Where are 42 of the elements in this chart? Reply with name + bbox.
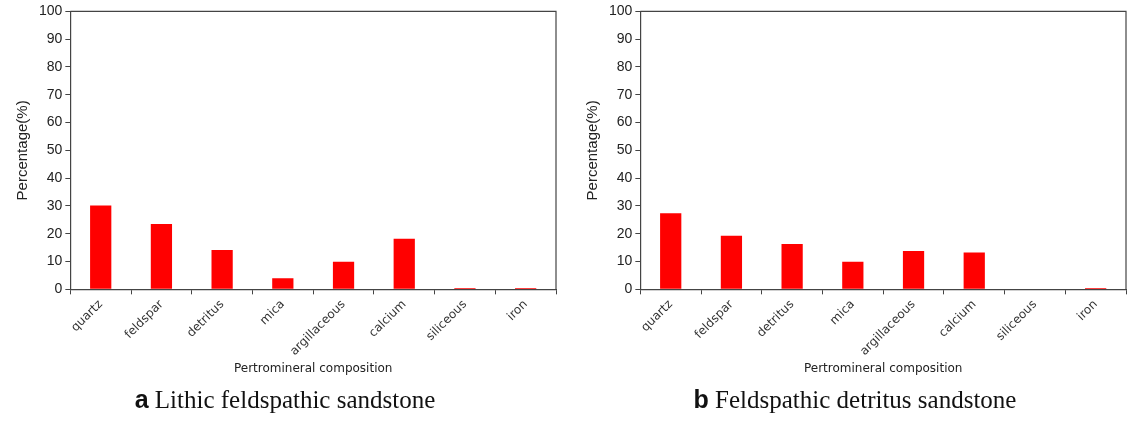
y-tick-label: 60	[616, 113, 633, 130]
y-tick-label: 100	[609, 2, 633, 19]
y-tick-label: 50	[46, 141, 63, 158]
bar	[842, 261, 864, 289]
bar	[902, 250, 925, 289]
y-tick-label: 40	[46, 169, 63, 186]
y-tick-label: 80	[46, 57, 63, 74]
x-axis-title: Pertromineral composition	[233, 360, 393, 375]
bar	[150, 224, 173, 289]
y-axis-title: Percentage(%)	[13, 100, 31, 201]
y-tick-label: 90	[46, 30, 63, 47]
bar	[393, 238, 415, 289]
y-tick-label: 30	[616, 196, 633, 213]
y-axis-title: Percentage(%)	[583, 100, 601, 201]
x-tick-label: iron	[1073, 296, 1100, 323]
y-tick-label: 0	[54, 280, 63, 297]
y-tick-label: 70	[616, 85, 633, 102]
y-tick-label: 80	[616, 57, 633, 74]
y-tick-label: 10	[46, 252, 63, 269]
bar	[211, 249, 233, 289]
y-tick-label: 60	[46, 113, 63, 130]
y-tick-label: 90	[616, 30, 633, 47]
text: b Feldspathic detritus sandstone	[692, 385, 1018, 414]
bar	[332, 261, 355, 289]
bar	[963, 252, 985, 289]
y-tick-label: 70	[46, 85, 63, 102]
y-tick-label: 50	[616, 141, 633, 158]
y-tick-label: 40	[616, 169, 633, 186]
y-tick-label: 0	[624, 280, 633, 297]
x-tick-label: iron	[503, 296, 530, 323]
y-tick-label: 20	[46, 224, 63, 241]
y-tick-label: 10	[616, 252, 633, 269]
x-axis-title: Pertromineral composition	[803, 360, 963, 375]
bar	[720, 235, 743, 289]
text: a Lithic feldspathic sandstone	[133, 385, 437, 414]
bar	[90, 205, 112, 289]
y-tick-label: 30	[46, 196, 63, 213]
bar	[781, 244, 803, 289]
y-tick-label: 20	[616, 224, 633, 241]
bar	[272, 278, 294, 289]
bar	[660, 213, 682, 289]
y-tick-label: 100	[39, 2, 63, 19]
